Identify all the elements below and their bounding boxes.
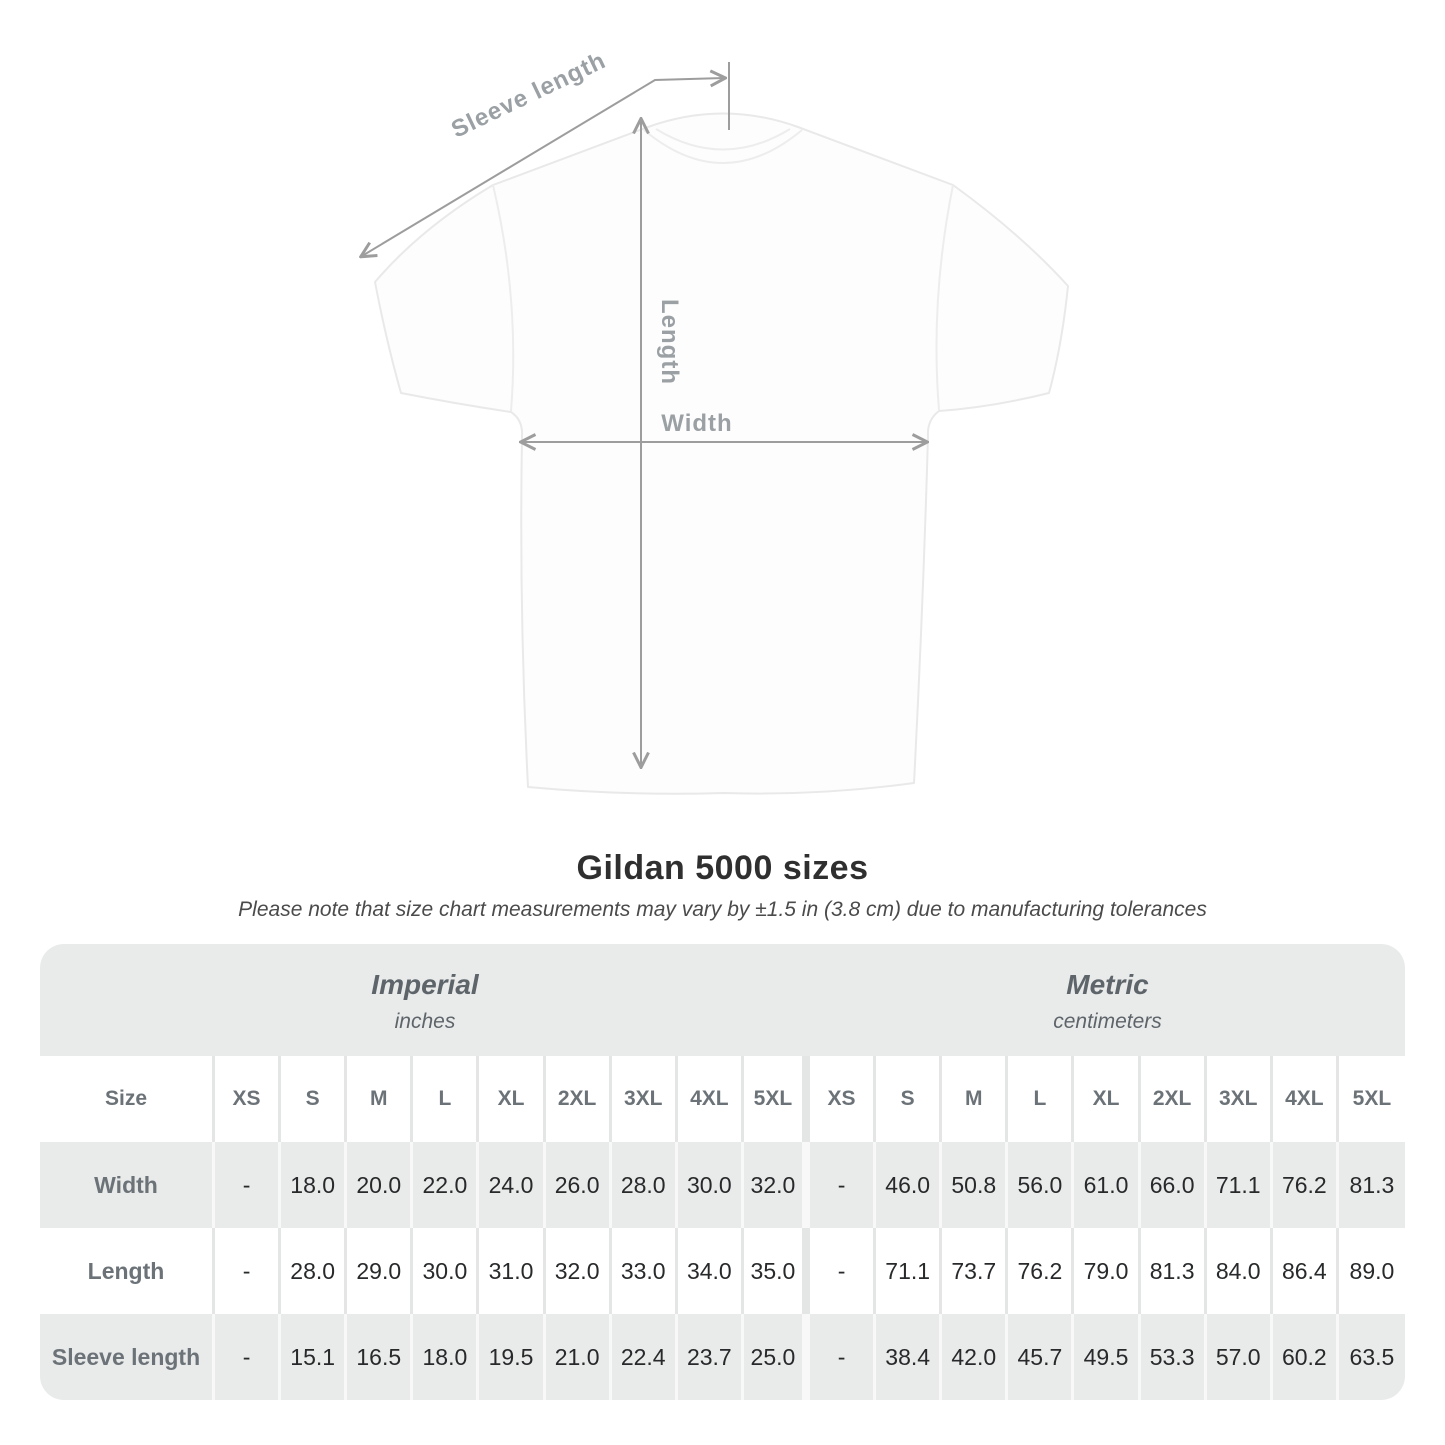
metric-group-title: Metric: [1066, 968, 1149, 1000]
value-cell: 63.5: [1349, 1343, 1395, 1370]
right-sleeve-seam: [935, 184, 954, 411]
value-cell: 15.1: [281, 1314, 348, 1400]
value-cell: 33.0: [612, 1228, 678, 1314]
row-label: Length: [40, 1228, 215, 1314]
value-cell: 61.0: [1074, 1142, 1141, 1228]
value-cell: 25.0: [744, 1314, 810, 1400]
value-cell: 20.0: [347, 1142, 414, 1228]
value-cell: 42.0: [942, 1314, 1009, 1400]
imperial-group-unit: inches: [394, 1009, 456, 1033]
tolerance-note: Please note that size chart measurements…: [238, 898, 1207, 921]
metric-group-unit: centimeters: [1053, 1009, 1162, 1033]
value-cell: 31.0: [479, 1228, 546, 1314]
value-cell: 16.5: [347, 1314, 414, 1400]
value-cell: 21.0: [546, 1314, 612, 1400]
value-cell: -: [810, 1228, 877, 1314]
value-cell: 71.1: [1207, 1142, 1273, 1228]
value-cell: 66.0: [1141, 1142, 1207, 1228]
column-header: L: [413, 1056, 480, 1142]
value-cell: 28.0: [612, 1142, 678, 1228]
column-header: 5XL: [744, 1056, 810, 1142]
length-label: Length: [656, 299, 683, 385]
metric-group-header: Metric centimeters: [810, 944, 1405, 1056]
value-cell: 73.7: [942, 1228, 1009, 1314]
value-cell: 18.0: [281, 1142, 348, 1228]
value-cell: 22.0: [413, 1142, 480, 1228]
column-header: M: [942, 1056, 1009, 1142]
value-cell: -: [215, 1228, 282, 1314]
value-cell: 76.2: [1273, 1142, 1339, 1228]
value-cell: 23.7: [678, 1314, 744, 1400]
imperial-group-header: Imperial inches: [40, 944, 810, 1056]
value-cell: 81.3: [1349, 1171, 1395, 1198]
value-cell: 28.0: [281, 1228, 348, 1314]
value-cell: 30.0: [413, 1228, 480, 1314]
value-cell: 49.5: [1074, 1314, 1141, 1400]
column-header: XS: [810, 1056, 877, 1142]
value-cell: 86.4: [1273, 1228, 1339, 1314]
column-header: L: [1008, 1056, 1075, 1142]
column-header: 4XL: [678, 1056, 744, 1142]
value-cell: 71.1: [876, 1228, 943, 1314]
value-cell: 38.4: [876, 1314, 943, 1400]
column-header: S: [281, 1056, 348, 1142]
table-row-sleeve-length: Sleeve length - 15.1 16.5 18.0 19.5 21.0…: [40, 1314, 1405, 1400]
value-cell: 81.3: [1141, 1228, 1207, 1314]
value-cell: 32.0: [744, 1142, 810, 1228]
value-cell: 19.5: [479, 1314, 546, 1400]
value-cell: 22.4: [612, 1314, 678, 1400]
value-cell: 60.2: [1273, 1314, 1339, 1400]
value-cell: 24.0: [479, 1142, 546, 1228]
size-header-row: Size XS S M L XL 2XL 3XL 4XL 5XL XS S M …: [40, 1056, 1405, 1142]
value-cell: 79.0: [1074, 1228, 1141, 1314]
column-header: 3XL: [612, 1056, 678, 1142]
tshirt-graphic: [374, 112, 1069, 795]
row-label: Sleeve length: [40, 1314, 215, 1400]
column-header: 3XL: [1207, 1056, 1273, 1142]
column-header: XL: [1074, 1056, 1141, 1142]
column-header: 2XL: [546, 1056, 612, 1142]
value-cell: -: [810, 1142, 877, 1228]
value-cell: 53.3: [1141, 1314, 1207, 1400]
value-cell: 46.0: [876, 1142, 943, 1228]
value-cell: 30.0: [678, 1142, 744, 1228]
column-header: S: [876, 1056, 943, 1142]
sleeve-length-arrow: [362, 78, 724, 256]
table-row-length: Length - 28.0 29.0 30.0 31.0 32.0 33.0 3…: [40, 1228, 1405, 1314]
imperial-group-title: Imperial: [371, 968, 479, 1000]
width-label: Width: [661, 410, 732, 437]
value-cell: 35.0: [744, 1228, 810, 1314]
column-header: M: [347, 1056, 414, 1142]
value-cell: 32.0: [546, 1228, 612, 1314]
value-cell: 45.7: [1008, 1314, 1075, 1400]
column-header: 4XL: [1273, 1056, 1339, 1142]
value-cell: 89.0: [1349, 1257, 1395, 1284]
unit-group-row: Imperial inches Metric centimeters: [40, 944, 1405, 1056]
value-cell: 34.0: [678, 1228, 744, 1314]
tshirt-measurement-diagram: Sleeve length Length Width: [0, 47, 1069, 795]
value-cell: 76.2: [1008, 1228, 1075, 1314]
value-cell: 84.0: [1207, 1228, 1273, 1314]
size-column-header: Size: [40, 1056, 215, 1142]
value-cell: 50.8: [942, 1142, 1009, 1228]
page-title: Gildan 5000 sizes: [576, 849, 869, 887]
column-header: XS: [215, 1056, 282, 1142]
column-header: 2XL: [1141, 1056, 1207, 1142]
value-cell: 57.0: [1207, 1314, 1273, 1400]
column-header: XL: [479, 1056, 546, 1142]
value-cell: 29.0: [347, 1228, 414, 1314]
value-cell: 18.0: [413, 1314, 480, 1400]
size-table: Imperial inches Metric centimeters Size …: [40, 944, 1405, 1400]
value-cell: -: [215, 1314, 282, 1400]
table-row-width: Width - 18.0 20.0 22.0 24.0 26.0 28.0 30…: [40, 1142, 1405, 1228]
value-cell: -: [810, 1314, 877, 1400]
column-header: 5XL: [1352, 1087, 1392, 1110]
value-cell: -: [215, 1142, 282, 1228]
value-cell: 26.0: [546, 1142, 612, 1228]
row-label: Width: [40, 1142, 215, 1228]
tshirt-silhouette: [374, 112, 1069, 795]
value-cell: 56.0: [1008, 1142, 1075, 1228]
sleeve-length-label: Sleeve length: [447, 47, 610, 144]
